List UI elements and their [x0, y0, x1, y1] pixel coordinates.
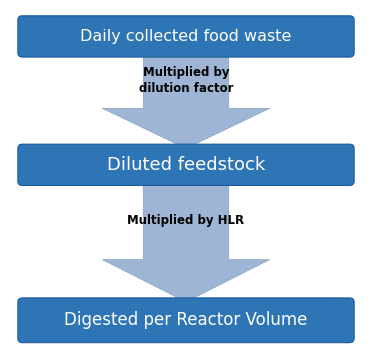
Text: Multiplied by
dilution factor: Multiplied by dilution factor	[139, 66, 233, 95]
Text: Daily collected food waste: Daily collected food waste	[80, 29, 292, 44]
Polygon shape	[102, 53, 270, 149]
FancyBboxPatch shape	[18, 16, 354, 57]
FancyBboxPatch shape	[18, 298, 354, 343]
Text: Multiplied by HLR: Multiplied by HLR	[128, 214, 244, 227]
Text: Digested per Reactor Volume: Digested per Reactor Volume	[64, 311, 308, 329]
Text: Diluted feedstock: Diluted feedstock	[107, 156, 265, 174]
Polygon shape	[102, 181, 270, 302]
FancyBboxPatch shape	[18, 144, 354, 185]
